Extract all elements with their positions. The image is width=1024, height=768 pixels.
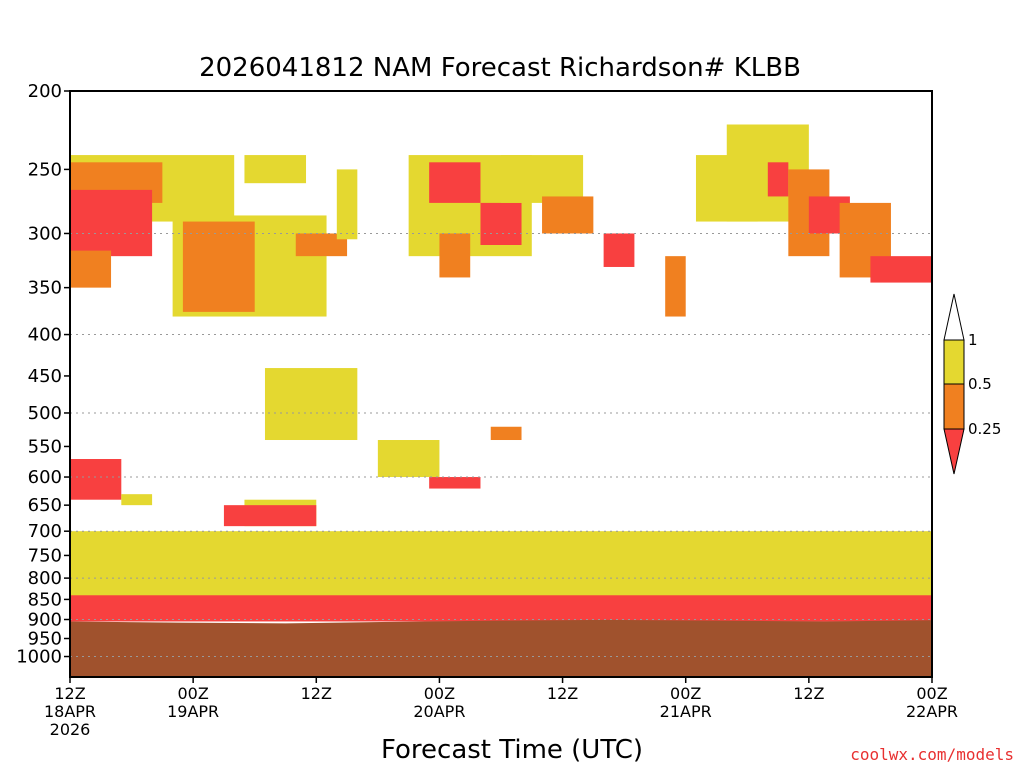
ri-region-19	[767, 162, 789, 197]
ri-region-2	[70, 189, 153, 257]
y-tick-label-600: 600	[28, 467, 62, 488]
y-tick-label-500: 500	[28, 403, 62, 424]
y-tick-label-300: 300	[28, 223, 62, 244]
ri-region-13	[501, 155, 584, 203]
x-tick-label-7-1: 00Z	[916, 684, 947, 703]
ri-region-31	[121, 494, 153, 506]
legend: 1 0.5 0.25	[943, 293, 1001, 475]
y-tick-label-550: 550	[28, 436, 62, 457]
y-tick-label-700: 700	[28, 521, 62, 542]
y-tick-label-900: 900	[28, 610, 62, 631]
x-tick-label-0-2: 18APR	[44, 702, 96, 721]
x-tick-label-0-1: 12Z	[54, 684, 85, 703]
ri-region-26	[490, 426, 522, 441]
y-tick-label-950: 950	[28, 629, 62, 650]
ri-region-12	[439, 233, 471, 278]
y-tick-label-200: 200	[28, 81, 62, 102]
x-tick-label-7-2: 22APR	[906, 702, 958, 721]
ri-region-14	[542, 196, 594, 234]
ri-region-15	[603, 233, 635, 267]
surface-terrain	[70, 619, 932, 677]
x-tick-label-1-2: 19APR	[167, 702, 219, 721]
ri-region-8	[336, 169, 358, 240]
ri-region-11	[480, 202, 522, 245]
credit-text[interactable]: coolwx.com/models	[850, 745, 1014, 764]
x-tick-label-6-1: 12Z	[793, 684, 824, 703]
y-tick-label-1000: 1000	[16, 647, 62, 668]
y-tick-label-850: 850	[28, 589, 62, 610]
legend-swatch-gt1	[943, 293, 965, 341]
y-tick-label-750: 750	[28, 545, 62, 566]
ri-region-7	[295, 233, 348, 257]
ri-region-29	[223, 505, 317, 527]
x-tick-label-3-1: 00Z	[424, 684, 455, 703]
y-tick-label-350: 350	[28, 278, 62, 299]
y-axis: 200 250 300 350 400 450 500 550 600 650 700 7508008…	[16, 81, 70, 668]
x-axis-label: Forecast Time (UTC)	[381, 735, 643, 765]
x-tick-label-2-1: 12Z	[301, 684, 332, 703]
ri-region-5	[182, 221, 255, 312]
ri-region-27	[429, 477, 481, 489]
y-tick-label-450: 450	[28, 366, 62, 387]
ri-region-33	[70, 531, 932, 596]
legend-swatch-0.25-0.5	[943, 383, 965, 430]
y-tick-label-800: 800	[28, 568, 62, 589]
y-tick-label-650: 650	[28, 495, 62, 516]
ri-region-16	[665, 256, 686, 317]
ri-region-10	[429, 162, 481, 203]
plot-area	[70, 124, 932, 677]
x-tick-label-5-2: 21APR	[660, 702, 712, 721]
x-tick-label-1-1: 00Z	[177, 684, 208, 703]
ri-region-25	[377, 440, 440, 478]
ri-region-24	[264, 368, 358, 441]
y-tick-label-250: 250	[28, 159, 62, 180]
x-tick-label-3-2: 20APR	[413, 702, 465, 721]
plot-frame	[69, 90, 933, 678]
ri-region-6	[244, 155, 307, 184]
legend-swatch-lt0.25	[943, 428, 965, 475]
legend-label-0: 1	[968, 331, 978, 349]
ri-region-23	[870, 256, 932, 283]
legend-label-2: 0.25	[968, 420, 1001, 438]
ri-region-3	[70, 250, 112, 288]
chart-title: 2026041812 NAM Forecast Richardson# KLBB	[199, 53, 801, 83]
x-tick-label-4-1: 12Z	[547, 684, 578, 703]
x-tick-label-0-3: 2026	[50, 720, 91, 739]
y-tick-label-400: 400	[28, 325, 62, 346]
legend-label-1: 0.5	[968, 375, 992, 393]
legend-swatch-0.5-1	[943, 339, 965, 385]
ri-region-30	[70, 459, 122, 500]
x-tick-label-5-1: 00Z	[670, 684, 701, 703]
